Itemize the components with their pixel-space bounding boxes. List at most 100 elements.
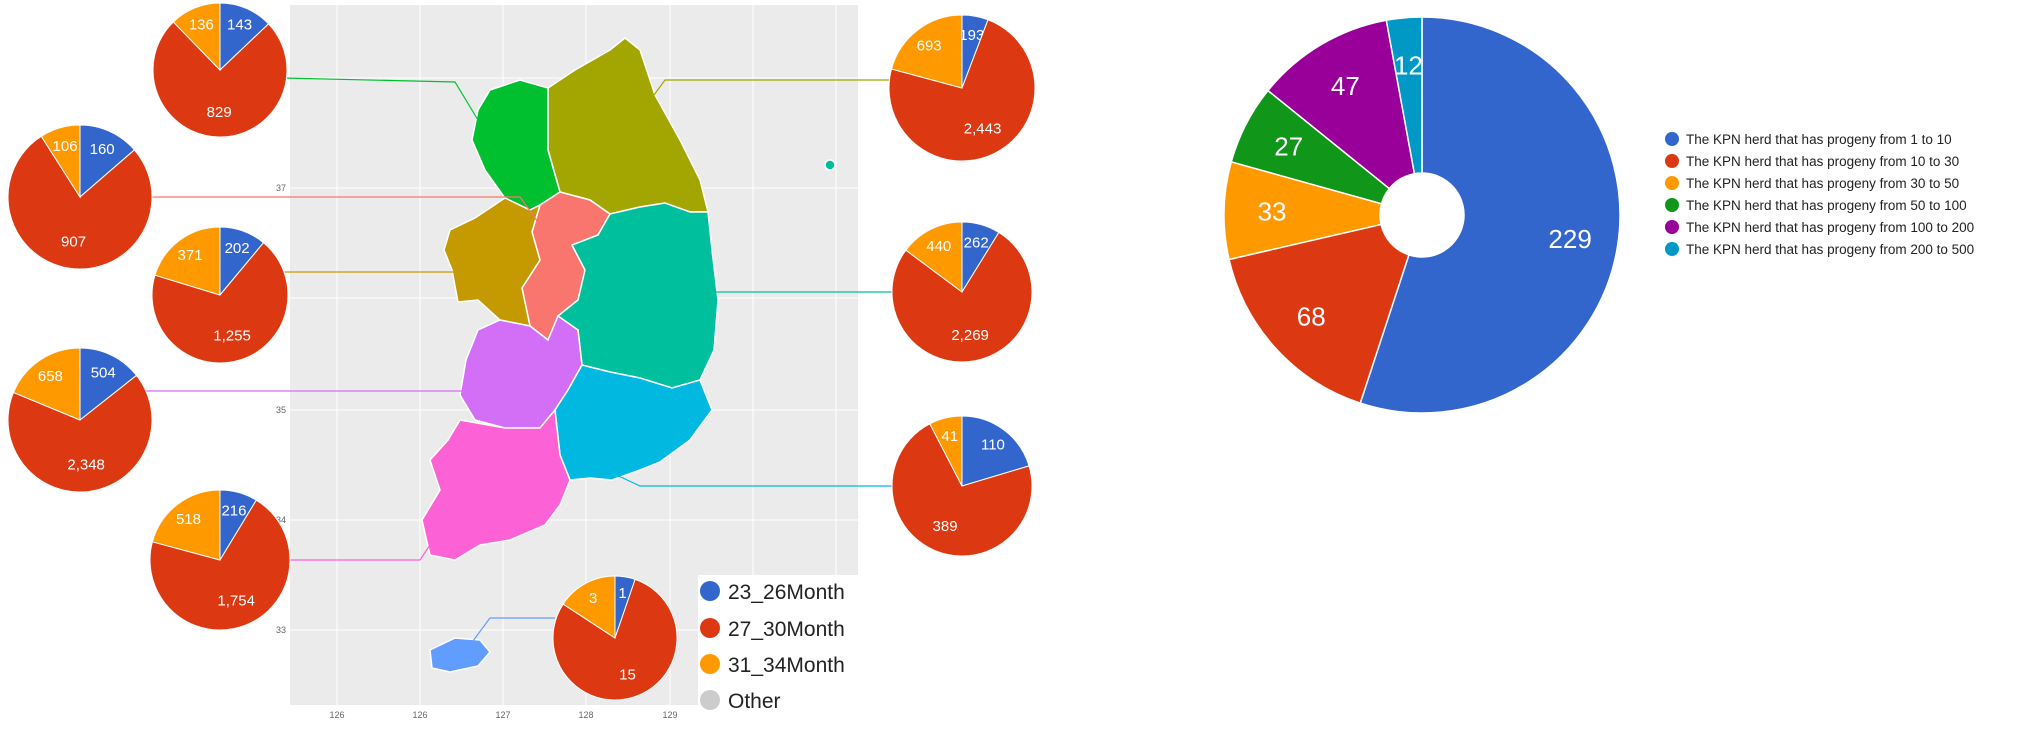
region-pie-slice (905, 221, 963, 293)
region-pie-slice (891, 231, 1033, 363)
map-legend-box (698, 575, 858, 725)
donut-slice (1223, 160, 1383, 261)
map-x-tick: 126 (412, 710, 427, 720)
region-pie-slice (154, 226, 221, 296)
donut-value-label: 68 (1297, 301, 1326, 331)
map-x-tick: 126 (329, 710, 344, 720)
map-y-tick: 37 (276, 183, 286, 193)
region-pie-value-label: 518 (176, 511, 201, 528)
connector-gyeonggi (282, 77, 479, 121)
region-pie-slice (7, 135, 153, 270)
region-pie-value-label: 262 (964, 234, 989, 251)
region-pie-value-label: 1,754 (217, 593, 255, 610)
region-pie-slice (40, 124, 81, 199)
region-jeju (429, 637, 491, 673)
region-pie-slice (172, 2, 221, 72)
region-pie-jeonbuk: 504 2,348 658 (7, 347, 153, 493)
region-pie-slice (961, 415, 1030, 487)
legend-swatch-23-26 (700, 581, 720, 601)
legend-swatch-other (700, 690, 720, 710)
donut-value-label: 12 (1394, 51, 1423, 81)
region-pie-jeonnam: 216 1,754 518 (149, 489, 291, 631)
region-pie-value-label: 106 (53, 138, 78, 155)
region-pie-value-label: 216 (221, 502, 246, 519)
donut-value-label: 47 (1331, 71, 1360, 101)
map-y-tick: 34 (276, 515, 286, 525)
region-pie-value-label: 371 (178, 247, 203, 264)
region-pie-value-label: 160 (90, 141, 115, 158)
region-chungnam (443, 197, 542, 327)
legend-swatch-31-34 (700, 654, 720, 674)
donut-slice (1266, 19, 1416, 190)
legend-label-23-26: 23_26Month (728, 581, 845, 604)
donut-legend-label-200-500: The KPN herd that has progeny from 200 t… (1686, 242, 1974, 257)
legend-swatch-27-30 (700, 618, 720, 638)
connector-gyeongnam (609, 471, 905, 487)
region-ulleung (824, 159, 836, 171)
region-connectors (140, 77, 905, 646)
region-pie-value-label: 110 (981, 437, 1005, 454)
map-legend: 23_26Month 27_30Month 31_34Month Other (698, 575, 858, 725)
donut-legend-swatch-10-30 (1665, 154, 1679, 168)
region-pie-value-label: 2,443 (964, 121, 1002, 138)
donut-legend-swatch-30-50 (1665, 176, 1679, 190)
map-x-tick: 127 (495, 710, 510, 720)
region-pie-value-label: 136 (189, 16, 214, 33)
region-pie-slice (929, 415, 963, 487)
map-x-tick: 128 (578, 710, 593, 720)
map-y-tick: 35 (276, 405, 286, 415)
donut-slice (1385, 16, 1423, 175)
donut-value-label: 33 (1258, 197, 1287, 227)
region-pie-slice (151, 242, 289, 364)
map-x-tick: 129 (662, 710, 677, 720)
region-pie-chungbuk: 160 907 106 (7, 124, 153, 270)
region-pie-value-label: 143 (227, 17, 252, 34)
region-pie-slice (151, 489, 221, 561)
region-pie-value-label: 829 (207, 104, 232, 121)
region-pie-gyeongbuk: 262 2,269 440 (891, 221, 1033, 363)
region-pie-slice (890, 14, 963, 89)
donut-value-label: 27 (1274, 131, 1303, 161)
donut-legend-label-10-30: The KPN herd that has progeny from 10 to… (1686, 154, 1959, 169)
region-pie-value-label: 15 (619, 667, 636, 684)
legend-label-31-34: 31_34Month (728, 654, 845, 677)
region-pie-slice (7, 374, 153, 493)
region-pie-value-label: 2,348 (67, 456, 105, 473)
region-pie-value-label: 193 (959, 27, 984, 44)
region-pie-slice (149, 499, 291, 631)
donut-legend-label-1-10: The KPN herd that has progeny from 1 to … (1686, 132, 1952, 147)
region-pie-value-label: 693 (917, 37, 942, 54)
region-pie-value-label: 202 (225, 240, 250, 257)
region-pie-gangwon: 193 2,443 693 (888, 14, 1036, 162)
donut-slice (1228, 223, 1410, 405)
region-pie-value-label: 440 (926, 238, 951, 255)
regional-pies: 1438291361932,4436931609071062021,255371… (7, 2, 1036, 701)
region-pie-slice (562, 575, 616, 639)
region-pie-slice (12, 347, 81, 421)
donut-legend-swatch-200-500 (1665, 242, 1679, 256)
region-pie-value-label: 1,255 (213, 328, 251, 345)
map-panel: 38 37 36 35 34 33 126 126 127 128 129 13… (140, 5, 905, 725)
region-pie-slice (552, 578, 678, 701)
donut-slice (1359, 16, 1621, 414)
region-jeonnam (421, 408, 571, 561)
region-pie-value-label: 1 (618, 585, 626, 602)
region-pie-slice (152, 21, 288, 138)
region-pie-jeju: 1 15 3 (552, 575, 678, 701)
region-pie-value-label: 389 (933, 518, 958, 535)
region-pie-slice (79, 124, 136, 199)
legend-label-27-30: 27_30Month (728, 618, 845, 641)
region-pie-value-label: 3 (589, 590, 597, 607)
region-pie-value-label: 41 (941, 428, 958, 445)
region-pie-gyeonggi: 143 829 136 (152, 2, 288, 138)
region-pie-gyeongnam: 110 389 41 (891, 415, 1033, 557)
map-y-tick: 33 (276, 625, 286, 635)
progeny-donut-chart: 229 68 33 27 47 12 (1223, 16, 1621, 414)
donut-legend-swatch-1-10 (1665, 132, 1679, 146)
province-map (421, 37, 836, 673)
region-pie-value-label: 504 (91, 364, 116, 381)
connector-jeju (469, 617, 555, 646)
legend-label-other: Other (728, 690, 781, 713)
region-pie-chungnam: 202 1,255 371 (151, 226, 289, 364)
